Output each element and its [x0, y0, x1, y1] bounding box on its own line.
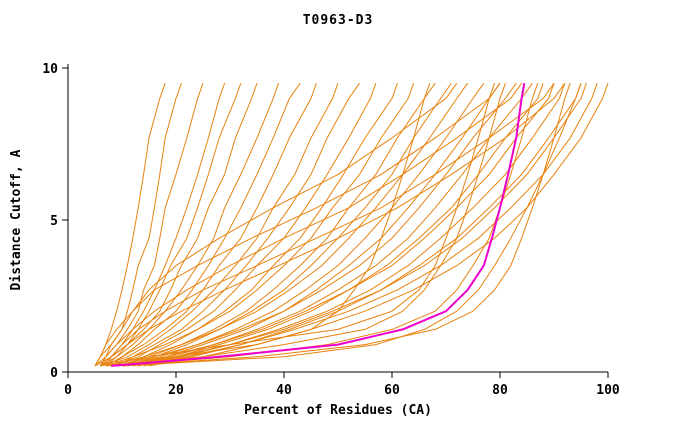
model-curve — [132, 83, 566, 367]
model-curve — [121, 83, 571, 367]
model-curve — [121, 83, 398, 367]
model-curve — [121, 83, 582, 367]
model-curve — [94, 82, 458, 367]
model-curve — [127, 82, 452, 367]
model-curve — [99, 82, 523, 367]
x-tick-label: 20 — [168, 383, 184, 398]
model-curve — [105, 83, 415, 367]
model-curve — [116, 82, 361, 367]
x-tick-label: 80 — [492, 383, 508, 398]
model-curve — [100, 83, 496, 367]
x-axis-label: Percent of Residues (CA) — [244, 403, 432, 418]
model-curve — [111, 82, 469, 367]
model-curve — [110, 82, 301, 367]
y-tick-label: 10 — [42, 62, 58, 77]
model-curve — [121, 82, 485, 367]
x-tick-label: 0 — [64, 383, 72, 398]
y-tick-label: 0 — [50, 366, 58, 381]
model-curve — [132, 82, 501, 367]
model-curve — [116, 83, 539, 367]
y-axis-label: Distance Cutoff, A — [9, 149, 24, 290]
model-curve — [116, 82, 517, 367]
model-curve — [100, 83, 280, 367]
x-tick-label: 100 — [596, 383, 620, 398]
curves-layer — [94, 82, 609, 367]
model-curve — [105, 82, 555, 367]
highlight-curve — [111, 83, 526, 367]
model-curve — [94, 83, 258, 367]
model-curve — [121, 83, 555, 367]
model-curve — [105, 83, 317, 367]
chart-title: T0963-D3 — [303, 13, 374, 28]
axes-layer: 0 20 40 60 80 100 0 5 10 — [42, 62, 620, 398]
y-tick-label: 5 — [50, 214, 58, 229]
model-curve — [111, 83, 431, 367]
x-tick-label: 60 — [384, 383, 400, 398]
model-curve — [94, 82, 501, 367]
model-curve — [148, 83, 609, 367]
model-curve — [100, 82, 566, 367]
model-curve — [100, 83, 339, 367]
x-tick-label: 40 — [276, 383, 292, 398]
